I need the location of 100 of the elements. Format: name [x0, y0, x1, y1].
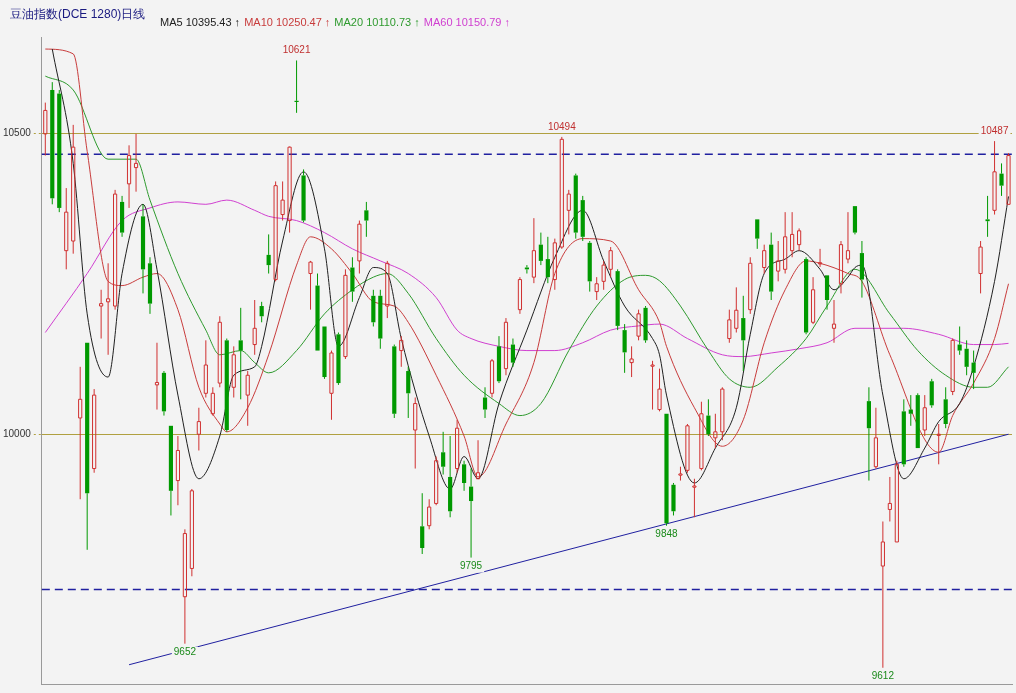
candlestick [147, 256, 153, 315]
candlestick [168, 425, 174, 516]
candlestick [929, 378, 934, 409]
text: MA5 10395.43 ↑ [160, 16, 241, 28]
candlestick [873, 407, 878, 470]
candlestick [943, 386, 948, 429]
annotation: 9795 [459, 560, 483, 572]
candlestick [496, 335, 502, 384]
candlestick [287, 146, 292, 234]
candlestick [217, 315, 222, 388]
chart-title: 豆油指数(DCE 1280)日线 [10, 6, 146, 23]
candlestick [350, 256, 355, 303]
candlestick [510, 338, 516, 368]
text: MA10 10250.47 ↑ [244, 16, 331, 28]
annotation: 9652 [173, 646, 197, 658]
candlestick [78, 366, 83, 500]
candlestick [859, 240, 865, 299]
candlestick [887, 476, 892, 522]
candlestick [385, 260, 390, 319]
candlestick [538, 232, 543, 266]
candlestick [720, 386, 725, 441]
text: MA20 10110.73 ↑ [334, 16, 420, 28]
candlestick [657, 368, 662, 412]
candlestick [441, 431, 446, 476]
candlestick [50, 81, 55, 205]
candlestick [769, 232, 774, 301]
candlestick [531, 217, 536, 284]
candlestick [427, 498, 432, 530]
candlestick [566, 189, 571, 235]
candlestick [629, 345, 634, 378]
candlestick [43, 102, 48, 157]
candlestick [64, 187, 69, 270]
candlestick [294, 59, 299, 114]
y-tick-label: 10000 [3, 427, 32, 439]
candlestick [343, 268, 348, 360]
candlestick [238, 307, 243, 400]
candlestick [182, 528, 187, 645]
candlestick [99, 289, 104, 340]
candlestick [992, 140, 997, 216]
candlestick [797, 227, 802, 252]
candlestick [161, 370, 167, 417]
candlestick [664, 413, 669, 527]
candlestick [936, 423, 941, 465]
candlestick [545, 236, 550, 284]
text: MA60 10150.79 ↑ [423, 16, 511, 28]
candlestick [113, 189, 118, 311]
candlestick [371, 289, 376, 327]
candlestick [985, 195, 990, 238]
annotation: 10621 [282, 44, 311, 56]
candlestick [594, 276, 599, 301]
candlestick [824, 275, 830, 311]
candlestick [468, 468, 474, 559]
candlestick [901, 398, 906, 468]
candlestick [957, 326, 962, 356]
candlestick [455, 419, 460, 474]
candlestick [643, 305, 648, 344]
candlestick [727, 309, 732, 344]
candlestick [734, 286, 739, 334]
candlestick [790, 211, 795, 258]
candlestick [748, 256, 753, 315]
candlestick [196, 407, 201, 451]
candlestick [741, 295, 746, 372]
candlestick [671, 482, 676, 516]
candlestick [126, 144, 132, 209]
y-tick-label: 10500 [3, 127, 32, 139]
candlestick [852, 206, 858, 235]
candlestick [978, 240, 983, 294]
candlestick [57, 89, 62, 213]
candlestick [713, 413, 718, 449]
candlestick [231, 345, 236, 399]
candlestick [71, 124, 76, 255]
candlestick [329, 350, 334, 421]
candlestick [650, 360, 655, 411]
candlestick [622, 323, 627, 374]
candlestick [692, 478, 697, 518]
candlestick [810, 276, 816, 325]
candlestick [280, 180, 285, 222]
candlestick [608, 246, 613, 278]
candlestick [880, 521, 885, 669]
candlestick [133, 133, 139, 193]
candlestick [552, 238, 557, 291]
candlestick [357, 220, 362, 275]
candlestick [308, 261, 313, 311]
candlestick [1006, 152, 1011, 205]
candlestick [448, 435, 453, 518]
candlestick [119, 195, 125, 238]
candlestick [866, 386, 872, 482]
candlestick [175, 435, 181, 506]
candlestick [915, 392, 920, 449]
candlestick [838, 240, 844, 294]
candlestick [517, 276, 523, 315]
candlestick [259, 301, 264, 323]
candlestick [85, 342, 90, 551]
candlestick [706, 398, 711, 437]
candlestick [420, 492, 425, 555]
candlestick [783, 211, 788, 275]
candlestick [587, 240, 592, 293]
annotation: 9612 [871, 670, 895, 682]
candlestick [92, 388, 97, 474]
candlestick [999, 162, 1004, 197]
